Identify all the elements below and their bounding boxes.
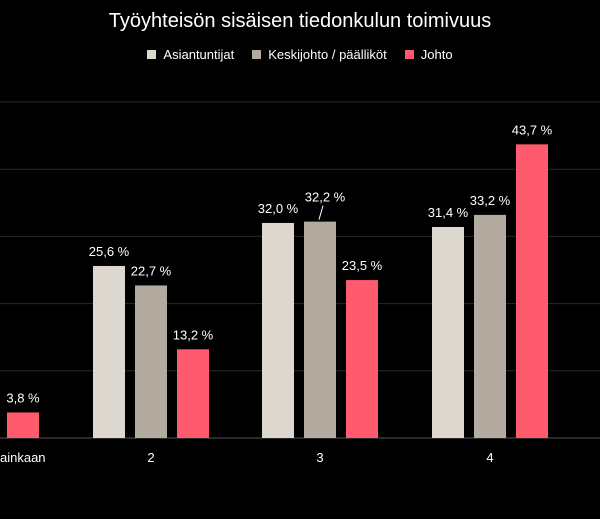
bar — [304, 221, 336, 438]
x-tick-label: ainkaan — [0, 450, 46, 465]
data-label: 22,7 % — [131, 263, 172, 278]
x-tick-label: 2 — [147, 450, 154, 465]
x-tick-label: 3 — [316, 450, 323, 465]
data-label: 23,5 % — [342, 258, 383, 273]
legend-label-keskijohto: Keskijohto / päälliköt — [268, 47, 387, 62]
legend-label-johto: Johto — [420, 47, 453, 62]
data-label: 31,4 % — [428, 205, 469, 220]
legend-swatch-keskijohto — [252, 50, 262, 59]
legend-label-asiantuntijat: Asiantuntijat — [163, 47, 235, 62]
bar — [177, 349, 209, 438]
legend-item-asiantuntijat: Asiantuntijat — [147, 47, 234, 62]
bar — [7, 412, 39, 438]
data-label: 25,6 % — [89, 244, 130, 259]
data-label: 13,2 % — [173, 327, 214, 342]
bar — [135, 285, 167, 438]
bar — [93, 265, 125, 438]
data-label: 43,7 % — [512, 122, 553, 137]
bar — [516, 144, 548, 438]
legend-swatch-johto — [404, 50, 414, 59]
legend-item-johto: Johto — [404, 47, 453, 62]
data-label: 32,0 % — [258, 201, 299, 216]
data-label: 32,2 % — [305, 190, 346, 205]
legend: Asiantuntijat Keskijohto / päälliköt Joh… — [0, 47, 600, 62]
chart-title: Työyhteisön sisäisen tiedonkulun toimivu… — [108, 10, 492, 32]
data-label: 3,8 % — [6, 390, 40, 405]
data-label: 33,2 % — [470, 193, 511, 208]
legend-swatch-asiantuntijat — [147, 50, 157, 59]
bar — [262, 222, 294, 438]
bar — [346, 280, 378, 438]
x-tick-label: 4 — [486, 450, 493, 465]
bar — [432, 226, 464, 438]
bar — [474, 214, 506, 438]
legend-item-keskijohto: Keskijohto / päälliköt — [252, 47, 387, 62]
label-leader-line — [318, 205, 324, 220]
